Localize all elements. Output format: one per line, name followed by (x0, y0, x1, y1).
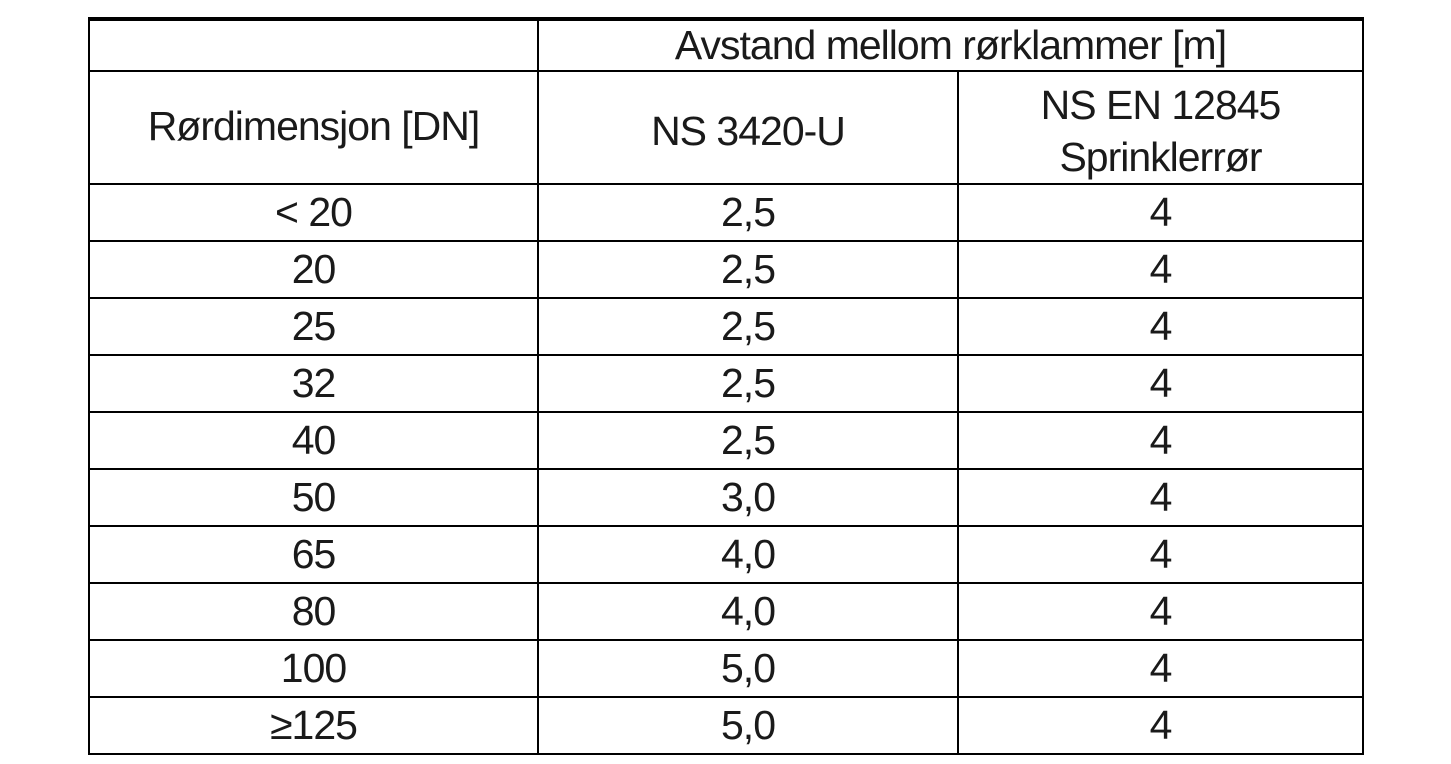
en12845-cell: 4 (956, 696, 1365, 755)
en12845-cell: 4 (956, 525, 1365, 584)
ns3420-cell: 2,5 (537, 354, 959, 413)
table-row: 65 4,0 4 (88, 525, 1365, 584)
ns3420-cell: 5,0 (537, 696, 959, 755)
dn-cell: 65 (88, 525, 539, 584)
ns3420-cell: 3,0 (537, 468, 959, 527)
ns3420-cell: 2,5 (537, 183, 959, 242)
ns3420-cell: 4,0 (537, 525, 959, 584)
table-row: 80 4,0 4 (88, 582, 1365, 641)
ns3420-cell: 4,0 (537, 582, 959, 641)
en12845-cell: 4 (956, 183, 1365, 242)
table-row: 32 2,5 4 (88, 354, 1365, 413)
pipe-clamp-spacing-table: Avstand mellom rørklammer [m] Rørdimensj… (88, 17, 1365, 755)
dn-cell: 25 (88, 297, 539, 356)
ns3420-cell: 2,5 (537, 411, 959, 470)
nsen12845-header-line1: NS EN 12845 (1040, 82, 1282, 128)
table-row: < 20 2,5 4 (88, 183, 1365, 242)
en12845-cell: 4 (956, 468, 1365, 527)
table-row: 100 5,0 4 (88, 639, 1365, 698)
en12845-cell: 4 (956, 411, 1365, 470)
dn-cell: 100 (88, 639, 539, 698)
en12845-cell: 4 (956, 354, 1365, 413)
dn-cell: 80 (88, 582, 539, 641)
dn-cell: ≥125 (88, 696, 539, 755)
spanning-header-cell: Avstand mellom rørklammer [m] (536, 18, 1365, 72)
table-row: 20 2,5 4 (88, 240, 1365, 299)
corner-cell (88, 18, 539, 72)
dn-cell: 40 (88, 411, 539, 470)
ns3420-cell: 2,5 (537, 240, 959, 299)
dn-cell: 20 (88, 240, 539, 299)
sub-header-row: Rørdimensjon [DN] NS 3420-U NS EN 12845 … (88, 70, 1365, 185)
table-row: 25 2,5 4 (88, 297, 1365, 356)
table-row: 50 3,0 4 (88, 468, 1365, 527)
nsen12845-header-line2: Sprinklerrør (1059, 134, 1262, 180)
nsen12845-header-cell: NS EN 12845 Sprinklerrør (956, 70, 1365, 185)
ns3420-cell: 5,0 (537, 639, 959, 698)
ns3420-header-cell: NS 3420-U (537, 70, 959, 185)
dn-cell: 50 (88, 468, 539, 527)
ns3420-cell: 2,5 (537, 297, 959, 356)
en12845-cell: 4 (956, 582, 1365, 641)
dn-cell: < 20 (88, 183, 539, 242)
en12845-cell: 4 (956, 297, 1365, 356)
en12845-cell: 4 (956, 240, 1365, 299)
table-row: ≥125 5,0 4 (88, 696, 1365, 755)
en12845-cell: 4 (956, 639, 1365, 698)
table-row: 40 2,5 4 (88, 411, 1365, 470)
row-dimension-header-cell: Rørdimensjon [DN] (88, 70, 539, 185)
dn-cell: 32 (88, 354, 539, 413)
spanning-header-row: Avstand mellom rørklammer [m] (88, 18, 1365, 72)
